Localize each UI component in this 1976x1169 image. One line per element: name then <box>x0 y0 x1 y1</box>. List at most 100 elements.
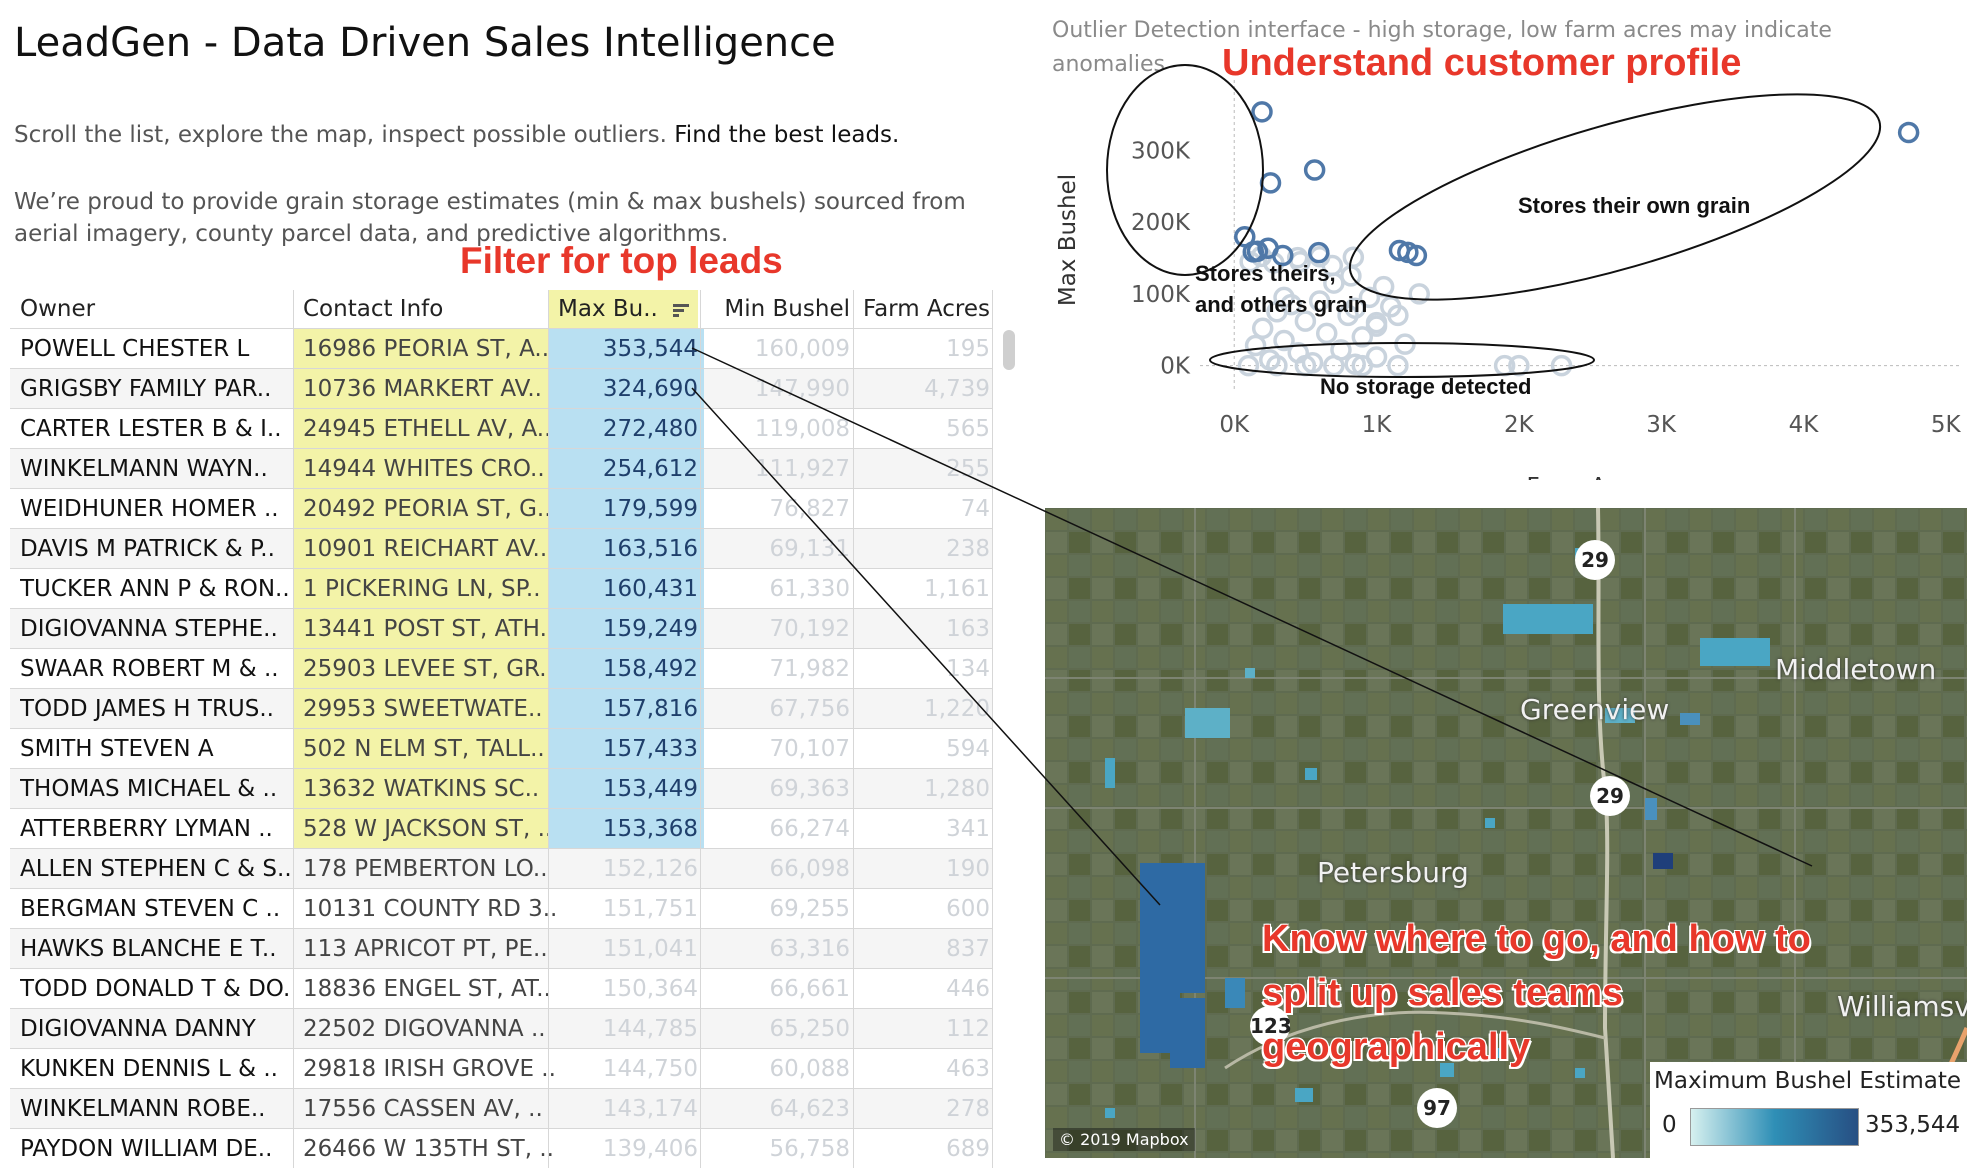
cell-min-bushel: 71,982 <box>769 656 850 682</box>
scatter-point[interactable] <box>1315 322 1338 345</box>
column-header-farm-acres[interactable]: Farm Acres <box>862 296 990 322</box>
scatter-point-top-lead[interactable] <box>1272 244 1294 267</box>
column-header-owner[interactable]: Owner <box>20 296 96 322</box>
column-divider <box>853 290 854 1168</box>
table-row[interactable]: DIGIOVANNA STEPHE.. 13441 POST ST, ATH.. 1… <box>10 608 992 649</box>
scatter-point-top-lead[interactable] <box>1405 244 1428 267</box>
cell-min-bushel: 70,192 <box>769 616 850 642</box>
table-row[interactable]: BERGMAN STEVEN C .. 10131 COUNTY RD 3.. 15… <box>10 888 992 929</box>
table-row[interactable]: THOMAS MICHAEL & .. 13632 WATKINS SC.. 153… <box>10 768 992 809</box>
cell-farm-acres: 112 <box>946 1016 990 1042</box>
cell-max-bushel: 150,364 <box>602 976 698 1002</box>
scatter-point-top-lead[interactable] <box>1897 121 1920 144</box>
table-row[interactable]: HAWKS BLANCHE E T.. 113 APRICOT PT, PE.. 1… <box>10 928 992 969</box>
table-row[interactable]: POWELL CHESTER L 16986 PEORIA ST, A.. 353,… <box>10 328 992 369</box>
table-row[interactable]: WEIDHUNER HOMER .. 20492 PEORIA ST, G.. 17… <box>10 488 992 529</box>
cell-contact: 16986 PEORIA ST, A.. <box>293 329 558 369</box>
cell-farm-acres: 446 <box>946 976 990 1002</box>
scatter-point[interactable] <box>1251 317 1274 340</box>
cell-min-bushel: 60,088 <box>769 1056 850 1082</box>
scatter-title: Outlier Detection interface - high stora… <box>1052 18 1832 77</box>
scatter-point-top-lead[interactable] <box>1251 101 1273 123</box>
y-tick-label: 200K <box>1131 210 1191 236</box>
table-scrollbar[interactable] <box>1003 330 1015 370</box>
table-row[interactable]: DIGIOVANNA DANNY 22502 DIGOVANNA .. 144,78… <box>10 1008 992 1049</box>
x-tick-label: 4K <box>1789 412 1820 438</box>
column-divider <box>992 290 993 1168</box>
callout-profile: Understand customer profile <box>1222 42 1742 84</box>
table-row[interactable]: TUCKER ANN P & RON.. 1 PICKERING LN, SP..… <box>10 568 992 609</box>
profile-ellipse-right <box>1348 93 1882 301</box>
table-row[interactable]: ATTERBERRY LYMAN .. 528 W JACKSON ST, .. 1… <box>10 808 992 849</box>
cell-farm-acres: 837 <box>946 936 990 962</box>
scatter-point[interactable] <box>1294 310 1317 332</box>
anno-stores-theirs: Stores theirs, <box>1195 261 1336 286</box>
scatter-point-top-lead[interactable] <box>1242 241 1265 263</box>
table-row[interactable]: WINKELMANN ROBE.. 17556 CASSEN AV, .. 143,… <box>10 1088 992 1129</box>
y-tick-label: 300K <box>1131 138 1191 164</box>
x-tick-label: 0K <box>1219 412 1250 438</box>
cell-max-bushel: 152,126 <box>602 856 698 882</box>
cell-owner: TUCKER ANN P & RON.. <box>20 576 290 602</box>
cell-farm-acres: 255 <box>946 456 990 482</box>
scatter-point[interactable] <box>1342 246 1365 268</box>
column-header-max-bushel-label: Max Bu.. <box>558 296 658 322</box>
cell-contact: 502 N ELM ST, TALL.. <box>293 729 558 769</box>
scatter-point[interactable] <box>1308 290 1331 312</box>
scatter-point[interactable] <box>1344 297 1366 319</box>
scatter-point[interactable] <box>1244 334 1267 357</box>
cell-contact: 10131 COUNTY RD 3.. <box>303 896 558 922</box>
cell-owner: GRIGSBY FAMILY PAR.. <box>20 376 272 402</box>
scatter-point[interactable] <box>1408 283 1430 305</box>
legend-max: 353,544 <box>1865 1112 1961 1138</box>
cell-farm-acres: 463 <box>946 1056 990 1082</box>
cell-farm-acres: 163 <box>946 616 990 642</box>
map-legend: Maximum Bushel Estimate 0 353,544 <box>1650 1062 1967 1158</box>
table-row[interactable]: ALLEN STEPHEN C & S.. 178 PEMBERTON LO.. 1… <box>10 848 992 889</box>
column-header-min-bushel[interactable]: Min Bushel <box>724 296 850 322</box>
scatter-point[interactable] <box>1340 265 1362 287</box>
cell-min-bushel: 66,274 <box>769 816 850 842</box>
table-row[interactable]: SWAAR ROBERT M & .. 25903 LEVEE ST, GR.. 1… <box>10 648 992 689</box>
scatter-point[interactable] <box>1358 286 1381 309</box>
cell-farm-acres: 341 <box>946 816 990 842</box>
page-title: LeadGen - Data Driven Sales Intelligence <box>14 20 836 66</box>
cell-max-bushel: 163,516 <box>548 529 704 569</box>
map-attribution[interactable]: © 2019 Mapbox <box>1053 1128 1195 1151</box>
column-header-contact[interactable]: Contact Info <box>303 296 444 322</box>
scatter-point[interactable] <box>1351 326 1374 348</box>
table-row[interactable]: DAVIS M PATRICK & P.. 10901 REICHART AV..… <box>10 528 992 569</box>
table-row[interactable]: PAYDON WILLIAM DE.. 26466 W 135TH ST, .. 1… <box>10 1128 992 1169</box>
table-row[interactable]: SMITH STEVEN A 502 N ELM ST, TALL.. 157,43… <box>10 728 992 769</box>
cell-min-bushel: 66,098 <box>769 856 850 882</box>
cell-owner: DIGIOVANNA STEPHE.. <box>20 616 278 642</box>
cell-contact: 22502 DIGOVANNA .. <box>303 1016 546 1042</box>
scatter-point[interactable] <box>1273 286 1295 309</box>
scatter-point[interactable] <box>1387 304 1409 327</box>
cell-contact: 18836 ENGEL ST, AT.. <box>303 976 551 1002</box>
cell-min-bushel: 69,363 <box>769 776 850 802</box>
cell-min-bushel: 70,107 <box>769 736 850 762</box>
cell-min-bushel: 69,131 <box>769 536 850 562</box>
table-row[interactable]: WINKELMANN WAYN.. 14944 WHITES CRO.. 254,6… <box>10 448 992 489</box>
callout-filter: Filter for top leads <box>460 240 783 281</box>
cell-min-bushel: 64,623 <box>769 1096 850 1122</box>
sort-descending-icon[interactable] <box>671 300 691 320</box>
scatter-point[interactable] <box>1365 311 1388 334</box>
table-row[interactable]: GRIGSBY FAMILY PAR.. 10736 MARKERT AV.. 32… <box>10 368 992 409</box>
table-row[interactable]: CARTER LESTER B & I.. 24945 ETHELL AV, A.… <box>10 408 992 449</box>
cell-min-bushel: 65,250 <box>769 1016 850 1042</box>
table-row[interactable]: KUNKEN DENNIS L & .. 29818 IRISH GROVE ..… <box>10 1048 992 1089</box>
scatter-point[interactable] <box>1323 272 1345 294</box>
column-header-max-bushel[interactable]: Max Bu.. <box>548 290 698 328</box>
table-row[interactable]: TODD DONALD T & DO.. 18836 ENGEL ST, AT..… <box>10 968 992 1009</box>
table-row[interactable]: TODD JAMES H TRUS.. 29953 SWEETWATE.. 157,… <box>10 688 992 729</box>
scatter-point-top-lead[interactable] <box>1303 159 1326 181</box>
scatter-point[interactable] <box>1394 333 1416 355</box>
scatter-point-top-lead[interactable] <box>1308 241 1330 264</box>
town-label-petersburg: Petersburg <box>1317 856 1469 889</box>
scatter-point-top-lead[interactable] <box>1259 172 1282 194</box>
cell-farm-acres: 190 <box>946 856 990 882</box>
page-subtitle: Scroll the list, explore the map, inspec… <box>14 122 899 148</box>
column-divider <box>293 290 294 1168</box>
